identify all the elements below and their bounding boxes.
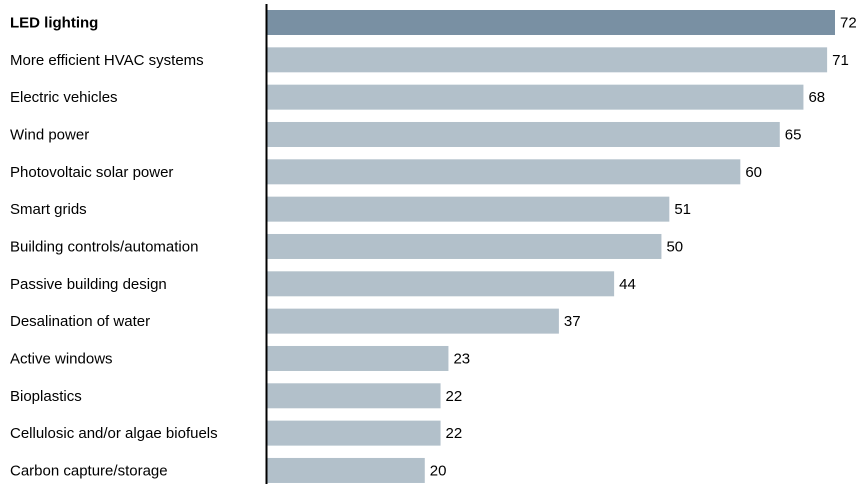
bar-more-efficient-hvac-systems (267, 47, 828, 73)
bar-wind-power (267, 121, 780, 147)
category-label-smart-grids: Smart grids (10, 201, 87, 218)
value-label-more-efficient-hvac-systems: 71 (832, 52, 849, 69)
value-label-carbon-capture-storage: 20 (430, 462, 447, 479)
category-labels-group: LED lighting More efficient HVAC systems E… (10, 15, 218, 480)
bar-smart-grids (267, 196, 670, 222)
category-label-wind-power: Wind power (10, 126, 89, 143)
bar-building-controls-automation (267, 233, 662, 259)
category-label-photovoltaic-solar-power: Photovoltaic solar power (10, 164, 173, 181)
bar-bioplastics (267, 383, 441, 409)
category-label-cellulosic-and-or-algae-biofuels: Cellulosic and/or algae biofuels (10, 425, 218, 442)
category-label-passive-building-design: Passive building design (10, 276, 167, 293)
value-label-passive-building-design: 44 (619, 276, 636, 293)
bar-led-lighting (267, 10, 835, 35)
category-label-led-lighting: LED lighting (10, 15, 98, 32)
category-label-carbon-capture-storage: Carbon capture/storage (10, 462, 168, 479)
value-label-building-controls-automation: 50 (666, 238, 683, 255)
value-label-bioplastics: 22 (446, 388, 463, 405)
value-label-smart-grids: 51 (674, 201, 691, 218)
bar-cellulosic-and-or-algae-biofuels (267, 420, 441, 446)
value-label-desalination-of-water: 37 (564, 313, 581, 330)
value-labels-group: 72 71 68 65 60 51 50 44 37 23 22 22 20 (430, 15, 857, 480)
category-label-active-windows: Active windows (10, 350, 113, 367)
bar-electric-vehicles (267, 84, 804, 110)
value-label-electric-vehicles: 68 (808, 89, 825, 106)
category-label-building-controls-automation: Building controls/automation (10, 238, 198, 255)
bars-group (267, 10, 835, 483)
bar-photovoltaic-solar-power (267, 159, 741, 185)
bar-carbon-capture-storage (267, 457, 425, 483)
value-label-wind-power: 65 (785, 126, 802, 143)
value-label-cellulosic-and-or-algae-biofuels: 22 (446, 425, 463, 442)
category-label-more-efficient-hvac-systems: More efficient HVAC systems (10, 52, 204, 69)
value-label-photovoltaic-solar-power: 60 (745, 164, 762, 181)
category-label-bioplastics: Bioplastics (10, 388, 82, 405)
category-label-desalination-of-water: Desalination of water (10, 313, 150, 330)
value-label-led-lighting: 72 (840, 15, 857, 32)
bar-active-windows (267, 345, 449, 371)
bar-desalination-of-water (267, 308, 559, 334)
bar-passive-building-design (267, 271, 615, 297)
value-label-active-windows: 23 (453, 350, 470, 367)
category-label-electric-vehicles: Electric vehicles (10, 89, 118, 106)
